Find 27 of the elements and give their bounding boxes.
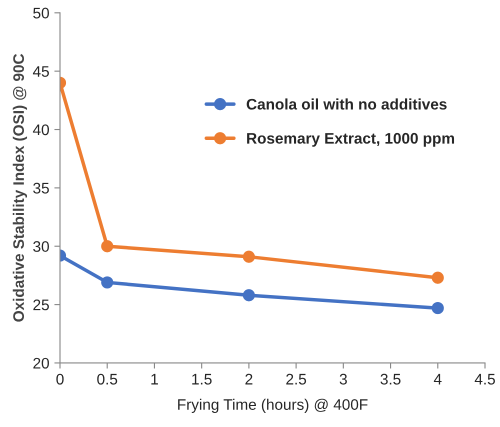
point [242, 250, 255, 263]
y-tick-label: 25 [33, 299, 49, 310]
x-tick-label: 3.5 [380, 374, 401, 385]
y-tick-label: 30 [33, 241, 49, 252]
x-tick-label: 4.5 [474, 374, 495, 385]
point [101, 240, 114, 252]
point [432, 302, 444, 314]
y-tick-label: 35 [33, 182, 49, 194]
y-tick-label: 45 [32, 66, 49, 77]
legend-label: Rosemary Extract, 1000 ppm [247, 132, 454, 147]
x-tick-label: 0 [56, 374, 64, 385]
y-tick-label: 40 [32, 124, 49, 136]
y-tick-label: 20 [33, 358, 49, 369]
x-tick-label: 1.5 [192, 374, 212, 385]
x-tick-label: 2.5 [286, 374, 306, 385]
point [101, 276, 114, 288]
y-axis-title: Oxidative Stability Index (OSI) @ 90C [12, 54, 28, 322]
x-tick-label: 4 [434, 374, 442, 384]
x-tick-label: 2 [245, 374, 252, 384]
x-axis-title: Frying Time (hours) @ 400F [178, 398, 368, 413]
point [432, 272, 444, 284]
point [242, 289, 255, 302]
y-tick-label: 50 [33, 8, 49, 18]
x-tick-label: 0.5 [97, 374, 118, 385]
x-tick-label: 1 [151, 374, 158, 384]
x-tick-label: 3 [340, 374, 347, 385]
legend-label: Canola oil with no additives [246, 98, 447, 110]
